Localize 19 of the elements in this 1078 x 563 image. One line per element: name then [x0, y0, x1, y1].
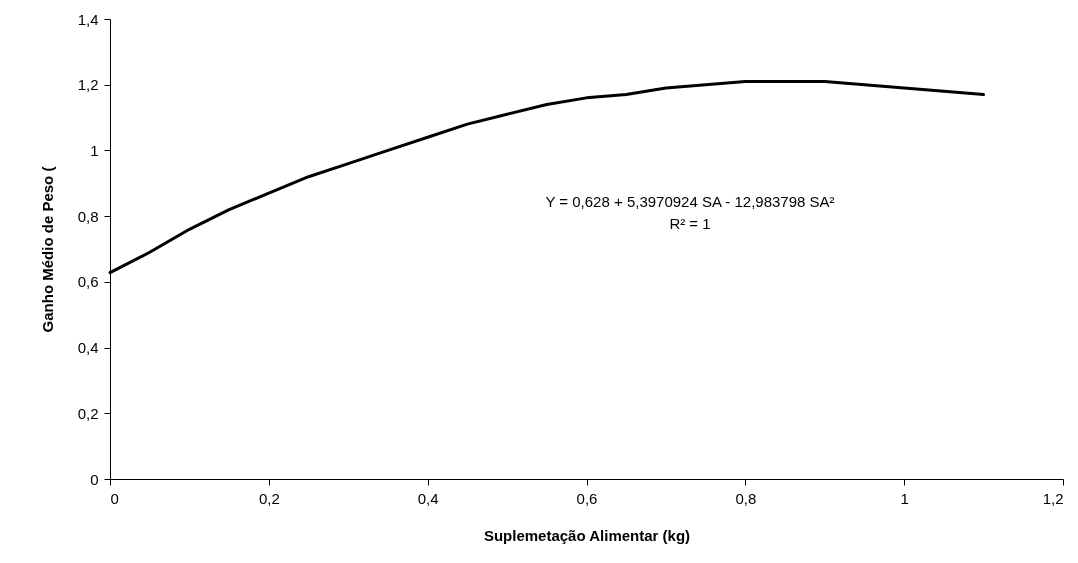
x-tick-label: 0 [110, 489, 119, 507]
x-tick-label: 0,2 [258, 489, 280, 507]
x-axis-title: Suplemetação Alimentar (kg) [483, 526, 691, 544]
y-axis-title: Ganho Médio de Peso ( [38, 166, 56, 333]
y-tick-label: 0 [90, 470, 99, 488]
annotation: Y = 0,628 + 5,3970924 SA - 12,983798 SA² [545, 193, 835, 210]
y-tick-label: 1,4 [77, 10, 99, 28]
y-tick-label: 0,2 [77, 404, 99, 422]
x-tick-label: 1,2 [1042, 489, 1064, 507]
y-tick-label: 0,8 [77, 207, 99, 225]
x-tick-label: 0,6 [576, 489, 598, 507]
y-tick-label: 0,4 [77, 339, 99, 357]
x-tick-label: 1 [900, 489, 909, 507]
x-tick-label: 0,8 [735, 489, 757, 507]
y-tick-label: 1 [90, 141, 99, 159]
annotation: R² = 1 [669, 215, 711, 232]
y-tick-label: 1,2 [77, 76, 99, 94]
y-tick-label: 0,6 [77, 273, 99, 291]
x-tick-label: 0,4 [417, 489, 439, 507]
